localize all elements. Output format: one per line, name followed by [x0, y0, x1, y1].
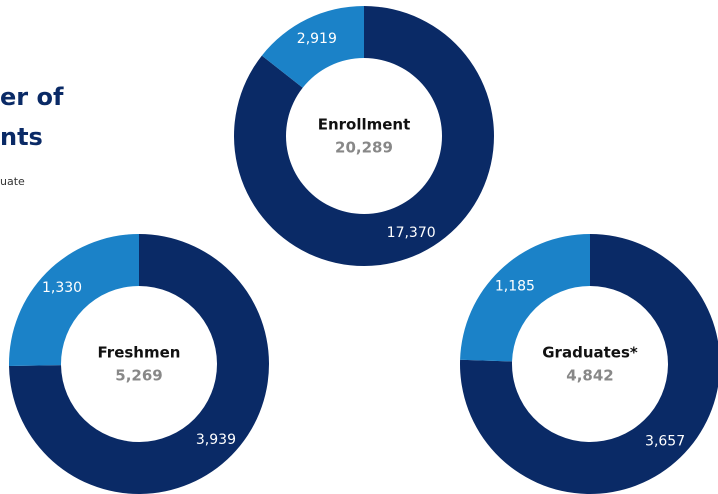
- value-label: 17,370: [387, 225, 436, 241]
- title-line: er of: [0, 83, 64, 111]
- donut-segment: [261, 6, 364, 88]
- subtitle: uate: [0, 175, 25, 188]
- center-value: 4,842: [566, 367, 613, 385]
- donut-segment: [9, 234, 269, 494]
- value-label: 1,330: [42, 280, 82, 296]
- value-label: 2,919: [297, 31, 337, 47]
- center-label: Enrollment: [318, 116, 411, 134]
- center-value: 20,289: [335, 139, 393, 157]
- value-label: 1,185: [495, 278, 535, 294]
- donut-segment: [460, 234, 718, 494]
- value-label: 3,657: [645, 434, 685, 450]
- donut-segment: [233, 6, 494, 266]
- center-value: 5,269: [115, 367, 162, 385]
- donut-segment: [8, 234, 139, 366]
- center-label: Freshmen: [98, 344, 181, 362]
- center-label: Graduates*: [542, 344, 638, 362]
- title-line: nts: [0, 123, 43, 151]
- donut-segment: [460, 234, 590, 362]
- value-label: 3,939: [196, 432, 236, 448]
